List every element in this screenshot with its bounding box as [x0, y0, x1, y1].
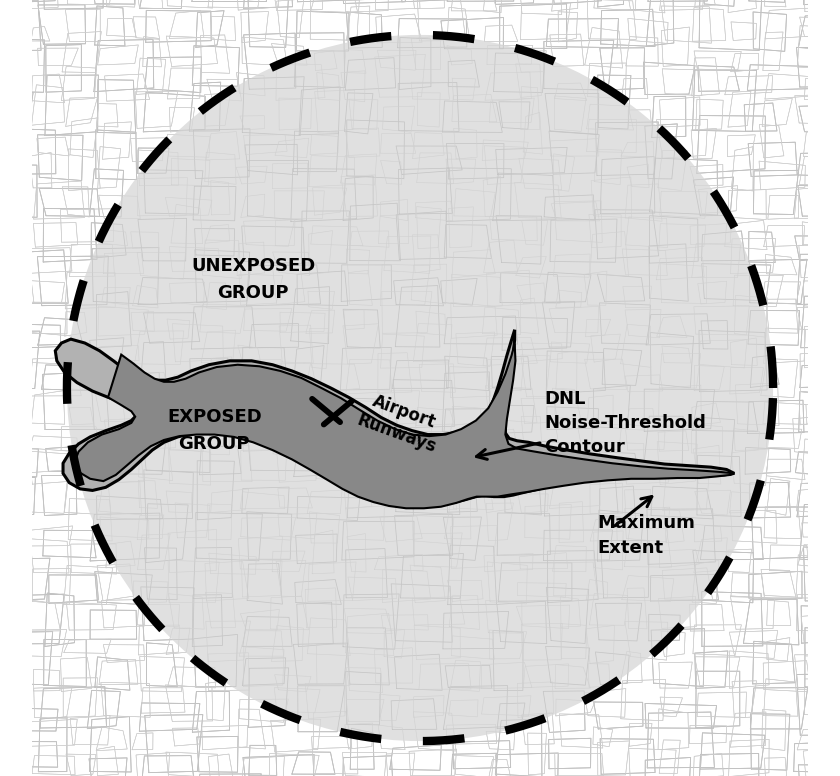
- Text: EXPOSED
GROUP: EXPOSED GROUP: [167, 408, 262, 453]
- Text: Airport
Runways: Airport Runways: [354, 390, 447, 456]
- Text: UNEXPOSED
GROUP: UNEXPOSED GROUP: [191, 257, 315, 302]
- Polygon shape: [55, 330, 734, 504]
- Circle shape: [67, 35, 773, 741]
- Text: Maximum
Extent: Maximum Extent: [597, 514, 695, 557]
- Text: DNL
Noise-Threshold
Contour: DNL Noise-Threshold Contour: [544, 390, 706, 456]
- Polygon shape: [75, 344, 734, 508]
